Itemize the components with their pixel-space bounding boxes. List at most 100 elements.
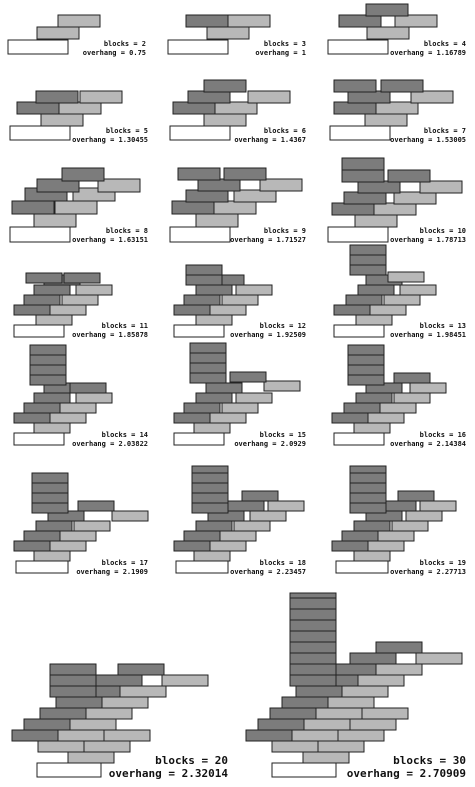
light-block	[303, 718, 351, 731]
dark-block	[95, 674, 143, 687]
light-block	[214, 101, 258, 115]
dark-block	[229, 371, 267, 383]
dark-block	[349, 244, 387, 256]
dark-block	[49, 674, 97, 687]
dark-block	[61, 167, 105, 182]
overhang-label: overhang = 2.14384	[390, 440, 466, 448]
light-block	[209, 412, 247, 424]
overhang-label: overhang = 1.78713	[390, 236, 466, 244]
dark-block	[333, 79, 377, 93]
dark-block	[203, 79, 247, 93]
dark-block	[349, 472, 387, 484]
light-block	[341, 685, 389, 698]
stack-panel-5: blocks = 5 overhang = 1.30455	[9, 90, 148, 144]
light-block	[409, 382, 447, 394]
base-block	[7, 39, 69, 55]
dark-block	[257, 718, 305, 731]
blocks-label: blocks = 18	[260, 559, 306, 567]
dark-block	[331, 412, 369, 424]
dark-block	[393, 372, 431, 384]
blocks-label: blocks = 3	[264, 40, 306, 48]
dark-block	[349, 492, 387, 504]
light-block	[267, 500, 305, 512]
dark-block	[195, 520, 233, 532]
dark-block	[185, 274, 223, 286]
dark-block	[183, 402, 221, 414]
dark-block	[35, 90, 79, 104]
dark-block	[13, 412, 51, 424]
dark-block	[349, 502, 387, 514]
dark-block	[35, 520, 73, 532]
light-block	[391, 520, 429, 532]
dark-block	[189, 352, 227, 364]
overhang-label: overhang = 1.30455	[72, 136, 148, 144]
light-block	[383, 294, 421, 306]
light-block	[79, 90, 123, 104]
light-block	[193, 550, 231, 562]
base-block	[333, 432, 385, 446]
light-block	[233, 520, 271, 532]
overhang-label: overhang = 1.71527	[230, 236, 306, 244]
light-block	[247, 90, 291, 104]
dark-block	[187, 90, 231, 104]
light-block	[327, 696, 375, 709]
dark-block	[289, 674, 337, 687]
dark-block	[39, 707, 87, 720]
light-block	[85, 707, 133, 720]
light-block	[103, 729, 151, 742]
dark-block	[289, 641, 337, 654]
dark-block	[349, 254, 387, 266]
dark-block	[11, 729, 59, 742]
dark-block	[23, 402, 61, 414]
blocks-label: blocks = 7	[424, 127, 466, 135]
blocks-label: blocks = 14	[102, 431, 148, 439]
dark-block	[289, 597, 337, 610]
light-block	[375, 101, 419, 115]
blocks-label: blocks = 13	[420, 322, 466, 330]
light-block	[259, 178, 303, 192]
dark-block	[29, 344, 67, 356]
dark-block	[245, 729, 293, 742]
dark-block	[397, 490, 435, 502]
stack-panel-3: blocks = 3 overhang = 1	[167, 14, 306, 57]
dark-block	[189, 342, 227, 354]
dark-block	[177, 167, 221, 181]
dark-block	[295, 685, 343, 698]
dark-block	[289, 652, 337, 665]
light-block	[59, 530, 97, 542]
light-block	[399, 284, 437, 296]
dark-block	[25, 272, 63, 284]
light-block	[394, 14, 438, 28]
dark-block	[341, 530, 379, 542]
dark-block	[365, 3, 409, 17]
base-block	[173, 324, 225, 338]
light-block	[195, 213, 239, 228]
dark-block	[31, 482, 69, 494]
blocks-label: blocks = 12	[260, 322, 306, 330]
overhang-label: overhang = 2.1909	[76, 568, 148, 576]
light-block	[161, 674, 209, 687]
light-block	[233, 189, 277, 203]
dark-block	[183, 530, 221, 542]
dark-block	[349, 652, 397, 665]
light-block	[61, 294, 99, 306]
light-block	[54, 200, 98, 215]
light-block	[353, 422, 391, 434]
overhang-label: overhang = 1.85878	[72, 331, 148, 339]
dark-block	[31, 502, 69, 514]
dark-block	[185, 14, 229, 28]
light-block	[357, 674, 405, 687]
dark-block	[55, 696, 103, 709]
dark-block	[29, 354, 67, 366]
dark-block	[357, 284, 395, 296]
light-block	[40, 113, 84, 127]
dark-block	[23, 718, 71, 731]
dark-block	[195, 392, 233, 404]
light-block	[73, 520, 111, 532]
base-block	[9, 125, 71, 141]
dark-block	[29, 374, 67, 386]
dark-block	[331, 540, 369, 552]
dark-block	[191, 502, 229, 514]
dark-block	[36, 178, 80, 193]
